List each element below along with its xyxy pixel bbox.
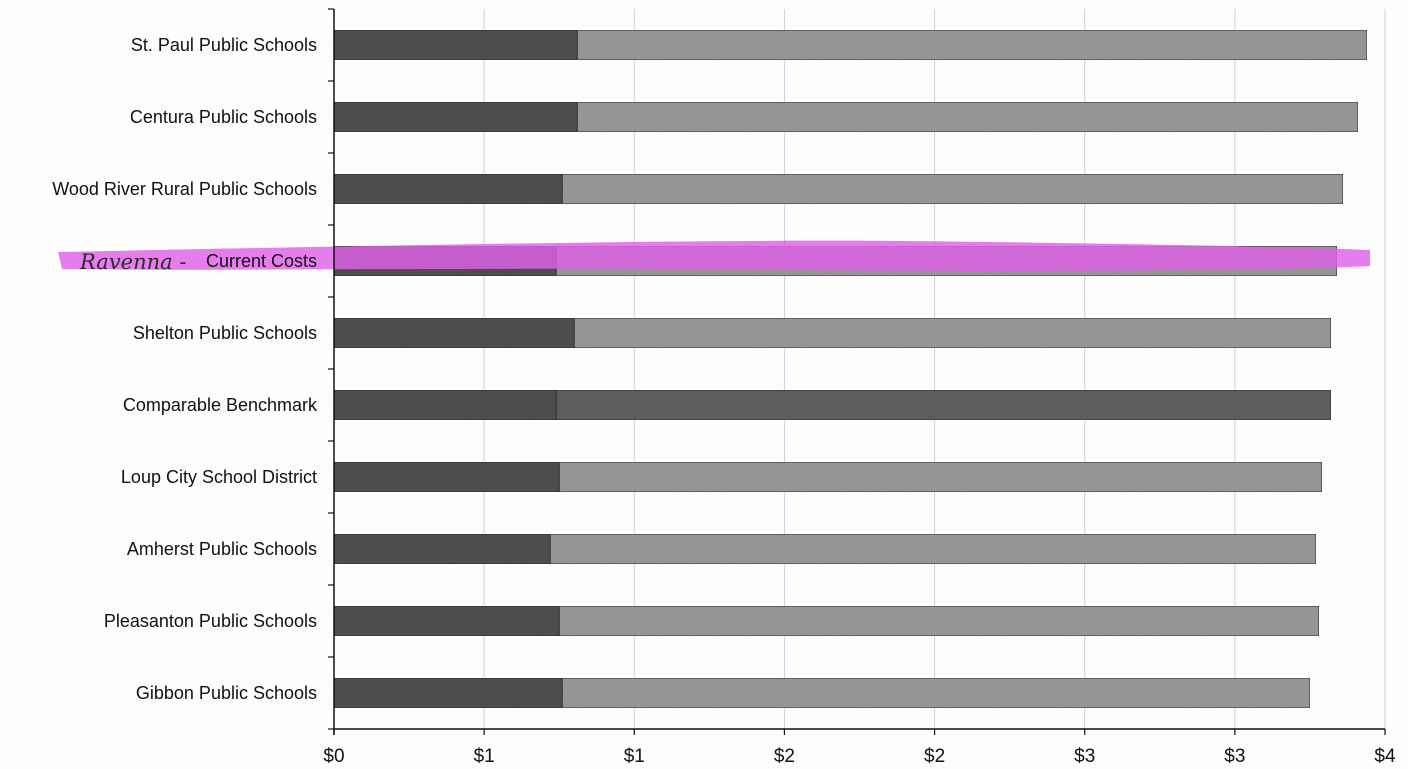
- bar-wood-river-rural-public-schools-seg1: [333, 173, 563, 205]
- category-label-st-paul-public-schools: St. Paul Public Schools: [131, 35, 317, 55]
- bar-amherst-public-schools-seg2: [549, 533, 1317, 565]
- bar-shelton-public-schools-seg1: [333, 317, 575, 349]
- bar-centura-public-schools-seg1: [333, 101, 578, 133]
- x-tick-label-2: $1: [624, 746, 645, 767]
- axes: [328, 8, 1386, 735]
- bar-wood-river-rural-public-schools-seg2: [561, 173, 1344, 205]
- bar-amherst-public-schools-seg1: [333, 533, 551, 565]
- handwritten-note: Ravenna -: [79, 250, 186, 274]
- bar-loup-city-school-district-seg2: [558, 461, 1323, 493]
- category-label-comparable-benchmark: Comparable Benchmark: [123, 395, 318, 415]
- bars: [333, 29, 1368, 709]
- bar-comparable-benchmark-seg1: [333, 389, 557, 421]
- bar-pleasanton-public-schools-seg2: [558, 605, 1320, 637]
- x-tick-label-0: $0: [323, 746, 344, 767]
- category-label-loup-city-school-district: Loup City School District: [121, 467, 317, 487]
- x-tick-label-6: $3: [1224, 746, 1245, 767]
- bar-gibbon-public-schools-seg1: [333, 677, 563, 709]
- category-label-pleasanton-public-schools: Pleasanton Public Schools: [104, 611, 317, 631]
- category-label-centura-public-schools: Centura Public Schools: [130, 107, 317, 127]
- x-tick-label-4: $2: [924, 746, 945, 767]
- highlight-annotation: [58, 240, 1370, 271]
- category-label-wood-river-rural-public-schools: Wood River Rural Public Schools: [52, 179, 317, 199]
- bar-centura-public-schools-seg2: [576, 101, 1359, 133]
- bar-comparable-benchmark-seg2: [555, 389, 1332, 421]
- labels: St. Paul Public Schools Centura Public Sc…: [52, 35, 1396, 767]
- bar-gibbon-public-schools-seg2: [561, 677, 1311, 709]
- x-tick-label-7: $4: [1374, 746, 1396, 767]
- highlighter-mark: [58, 240, 1370, 271]
- bar-st-paul-public-schools-seg1: [333, 29, 578, 61]
- bar-st-paul-public-schools-seg2: [576, 29, 1368, 61]
- x-tick-label-1: $1: [474, 746, 495, 767]
- x-tick-label-3: $2: [774, 746, 795, 767]
- category-label-current-costs: Current Costs: [206, 251, 317, 271]
- category-label-shelton-public-schools: Shelton Public Schools: [133, 323, 317, 343]
- bar-loup-city-school-district-seg1: [333, 461, 560, 493]
- bar-pleasanton-public-schools-seg1: [333, 605, 560, 637]
- category-label-amherst-public-schools: Amherst Public Schools: [127, 539, 317, 559]
- x-tick-label-5: $3: [1074, 746, 1095, 767]
- category-label-gibbon-public-schools: Gibbon Public Schools: [136, 683, 317, 703]
- bar-shelton-public-schools-seg2: [573, 317, 1332, 349]
